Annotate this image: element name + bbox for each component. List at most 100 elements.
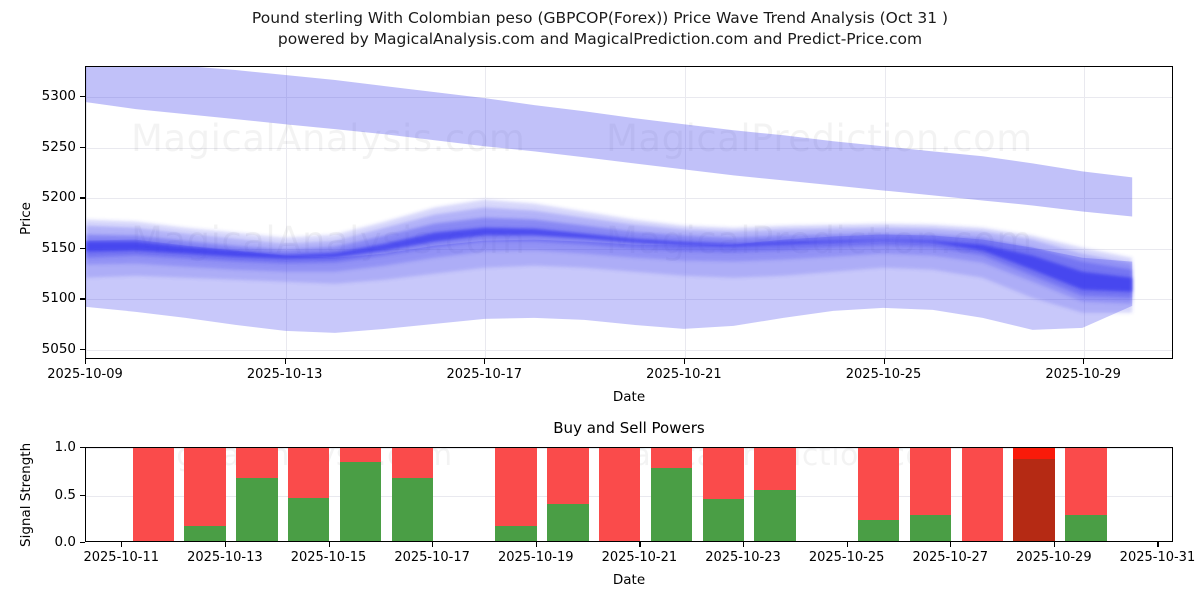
x-tick	[1053, 542, 1056, 547]
bar-2025-10-22[interactable]	[702, 448, 744, 541]
bar-2025-10-25[interactable]	[857, 448, 900, 541]
bar-chart-title: Buy and Sell Powers	[553, 419, 705, 437]
x-tick	[1157, 542, 1159, 547]
x-tick-label: 2025-10-25	[845, 367, 922, 382]
y-tick-label: 0.5	[54, 486, 76, 503]
x-tick	[284, 359, 286, 364]
title-line-2: powered by MagicalAnalysis.com and Magic…	[277, 30, 923, 48]
bar-buy-segment	[391, 478, 434, 541]
y-tick-label: 0.0	[54, 534, 76, 550]
buy-sell-powers-plot-area: MagicalAnalysis.com MagicalPrediction.co…	[85, 447, 1173, 542]
bar-buy-segment	[288, 498, 330, 541]
y-tick	[80, 247, 85, 250]
bar-highlight-cap	[1013, 448, 1055, 460]
x-tick	[639, 542, 641, 547]
wave-band-graphic	[86, 67, 1133, 333]
bar-2025-10-30[interactable]	[1065, 448, 1107, 541]
bar-buy-segment	[495, 525, 537, 541]
wave-band-wave-band-4	[86, 217, 1133, 298]
bar-2025-10-15[interactable]	[339, 448, 382, 541]
x-tick-label: 2025-10-17	[446, 367, 523, 382]
gridline	[884, 67, 886, 358]
wave-chart-y-axis-title: Price	[18, 201, 34, 235]
gridline	[86, 97, 1172, 99]
x-tick-label: 2025-10-17	[394, 550, 470, 565]
y-tick	[80, 96, 85, 98]
gridline	[1084, 67, 1086, 358]
x-tick-label: 2025-10-19	[497, 550, 574, 565]
bar-2025-10-19[interactable]	[547, 448, 589, 541]
x-tick	[742, 542, 745, 547]
bar-buy-segment	[650, 467, 693, 541]
gridline	[86, 299, 1172, 301]
wave-band-wave-band-3	[86, 207, 1133, 304]
bar-buy-segment	[754, 489, 796, 541]
gridline	[86, 349, 1172, 351]
bar-buy-segment	[184, 525, 226, 541]
bar-sell-segment	[184, 448, 226, 541]
bar-2025-10-13[interactable]	[236, 448, 278, 541]
bar-buy-segment	[547, 503, 589, 541]
bar-2025-10-26[interactable]	[909, 448, 952, 541]
bar-sell-segment	[961, 448, 1004, 541]
wave-band-upper-outer-band	[86, 67, 1133, 217]
bar-chart-y-axis-title: Signal Strength	[18, 442, 34, 547]
bar-buy-segment	[236, 478, 278, 541]
x-tick-label: 2025-10-09	[47, 367, 123, 382]
y-tick-label: 5150	[41, 239, 76, 256]
y-tick	[80, 298, 85, 300]
bar-2025-10-21[interactable]	[650, 448, 693, 541]
bar-sell-segment	[132, 448, 175, 541]
x-tick-label: 2025-10-21	[646, 367, 722, 382]
gridline	[285, 67, 287, 358]
x-tick	[683, 359, 686, 364]
x-tick-label: 2025-10-13	[187, 550, 263, 565]
bar-buy-segment	[857, 520, 900, 541]
wave-band-wave-spine	[86, 227, 1133, 292]
bar-chart-x-axis-title: Date	[612, 572, 646, 588]
wave-band-wave-band-2	[86, 199, 1133, 313]
x-tick	[950, 542, 952, 547]
bar-2025-10-27[interactable]	[961, 448, 1004, 541]
bar-sell-segment	[1013, 448, 1055, 541]
y-tick	[80, 542, 85, 544]
bar-buy-segment	[1065, 515, 1107, 541]
x-tick	[535, 542, 537, 547]
bar-2025-10-23[interactable]	[754, 448, 796, 541]
x-tick-label: 2025-10-13	[246, 367, 323, 382]
y-tick	[80, 197, 85, 199]
page-title: Pound sterling With Colombian peso (GBPC…	[0, 8, 1200, 50]
gridline	[684, 67, 686, 358]
bar-sell-segment	[495, 448, 537, 541]
gridline	[86, 147, 1172, 149]
x-tick	[224, 542, 227, 547]
x-tick	[846, 542, 848, 547]
y-tick	[80, 348, 85, 351]
bar-2025-10-14[interactable]	[288, 448, 330, 541]
x-tick-label: 2025-10-23	[705, 550, 781, 565]
x-tick	[883, 359, 885, 364]
x-tick	[328, 542, 330, 547]
x-tick-label: 2025-10-29	[1045, 367, 1121, 382]
y-tick-label: 5100	[41, 290, 76, 307]
y-tick	[80, 447, 85, 449]
x-tick-label: 2025-10-25	[808, 550, 885, 565]
bar-buy-segment	[339, 462, 382, 541]
bar-2025-10-20[interactable]	[598, 448, 641, 541]
bar-2025-10-16[interactable]	[391, 448, 434, 541]
y-tick-label: 5250	[41, 138, 76, 155]
price-wave-plot-area: MagicalAnalysis.com MagicalPrediction.co…	[85, 66, 1173, 359]
x-tick	[121, 542, 123, 547]
bar-2025-10-18[interactable]	[495, 448, 537, 541]
y-tick-label: 1.0	[54, 439, 76, 455]
x-tick-label: 2025-10-29	[1016, 550, 1092, 565]
gridline	[86, 67, 87, 358]
x-tick-label: 2025-10-15	[290, 550, 367, 565]
x-tick	[432, 542, 434, 547]
bar-2025-10-29[interactable]	[1013, 448, 1055, 541]
bar-2025-10-11[interactable]	[132, 448, 175, 541]
bar-2025-10-12[interactable]	[184, 448, 226, 541]
x-tick	[484, 359, 486, 364]
x-tick	[1083, 359, 1085, 364]
